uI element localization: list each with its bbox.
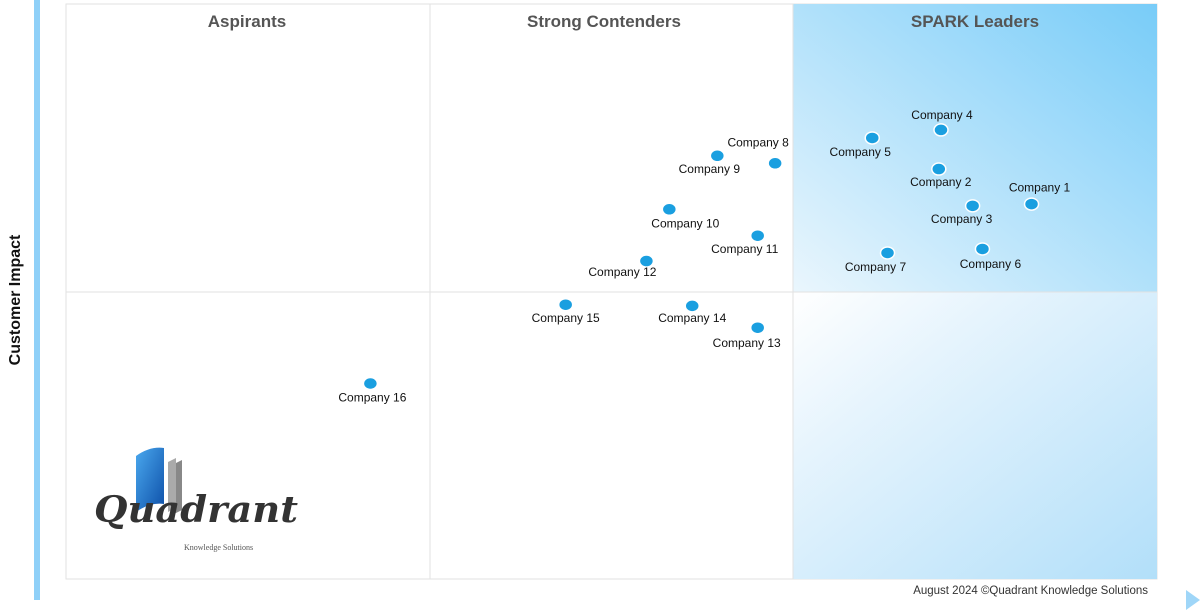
logo-wordmark: Quadrant — [94, 489, 298, 531]
data-point — [661, 202, 678, 217]
data-point — [684, 299, 700, 313]
data-label: Company 6 — [960, 257, 1022, 271]
leaders-quadrant — [793, 4, 1157, 292]
lower-right-quadrant — [793, 292, 1157, 579]
quadrant-label-spark-leaders: SPARK Leaders — [911, 12, 1039, 31]
data-point — [931, 162, 947, 176]
data-label: Company 5 — [830, 145, 892, 159]
data-label: Company 4 — [911, 108, 973, 122]
copyright-footer: August 2024 ©Quadrant Knowledge Solution… — [913, 585, 1148, 597]
data-point — [749, 320, 766, 335]
x-axis-arrow-icon — [1186, 590, 1200, 610]
data-point — [974, 242, 991, 256]
data-point — [749, 228, 766, 243]
y-axis-bar — [34, 0, 40, 600]
data-label: Company 1 — [1009, 180, 1071, 194]
data-point — [933, 123, 949, 137]
data-point — [638, 254, 655, 268]
data-point — [557, 297, 574, 312]
data-point — [767, 156, 783, 171]
quadrant-label-strong-contenders: Strong Contenders — [527, 12, 681, 31]
quadrant-logo: Quadrant Knowledge Solutions — [94, 447, 298, 552]
data-point — [1023, 197, 1040, 211]
data-point — [362, 376, 379, 391]
data-label: Company 11 — [711, 242, 778, 256]
data-label: Company 3 — [931, 212, 993, 226]
data-label: Company 12 — [588, 265, 656, 279]
data-point — [879, 246, 896, 260]
data-label: Company 16 — [338, 391, 406, 405]
data-label: Company 2 — [910, 175, 972, 189]
data-label: Company 10 — [651, 216, 719, 230]
data-point — [864, 131, 880, 145]
quadrant-label-aspirants: Aspirants — [208, 12, 286, 31]
data-label: Company 8 — [727, 135, 789, 149]
data-point — [964, 199, 981, 213]
data-label: Company 9 — [679, 162, 741, 176]
data-label: Company 7 — [845, 260, 907, 274]
data-label: Company 13 — [713, 336, 781, 350]
data-point — [709, 149, 726, 163]
data-label: Company 15 — [532, 311, 600, 325]
logo-tagline: Knowledge Solutions — [184, 543, 253, 552]
data-label: Company 14 — [658, 311, 726, 325]
